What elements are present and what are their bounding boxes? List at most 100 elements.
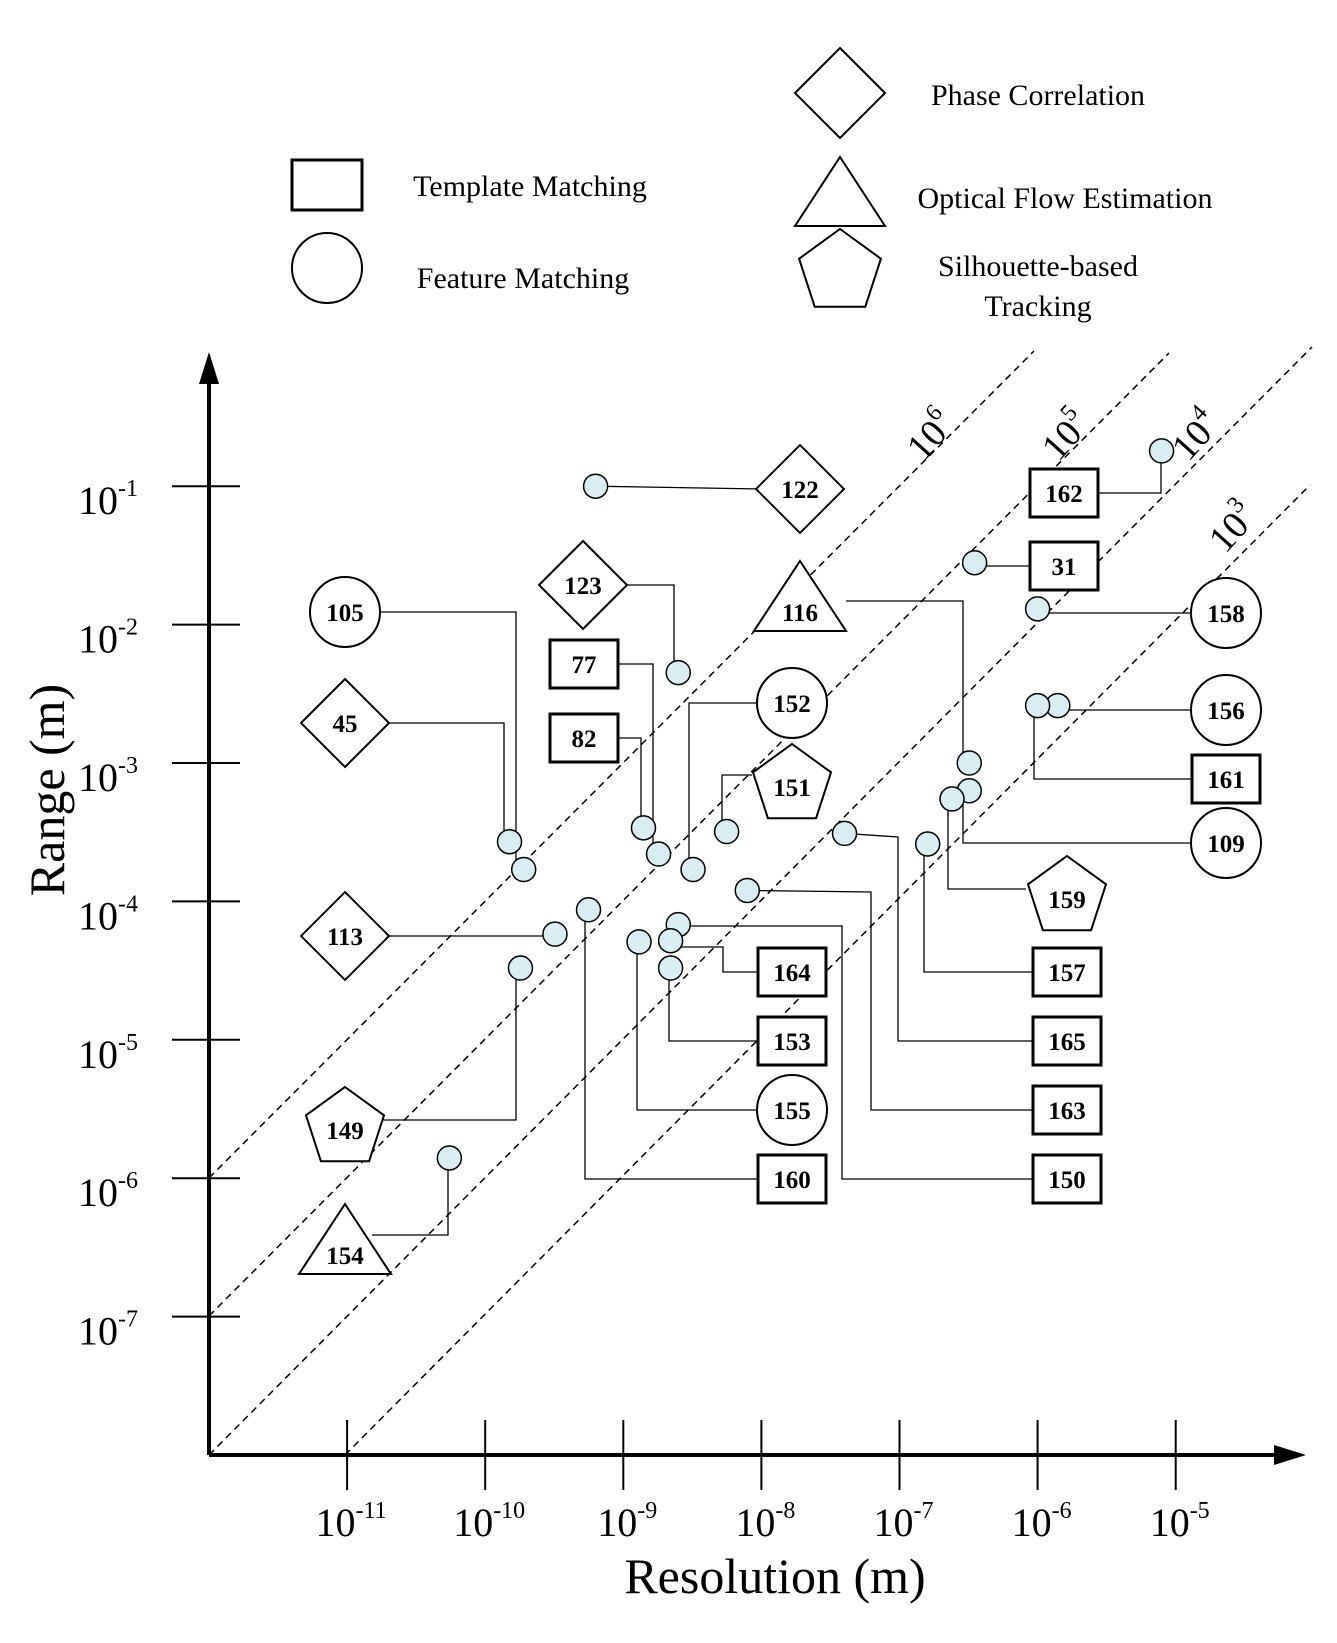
ref-square-31: 31 <box>1028 540 1100 592</box>
ref-square-160-shape <box>756 1153 828 1205</box>
x-tick-label: 10-8 <box>735 1498 795 1545</box>
data-point-31 <box>961 549 988 576</box>
data-point-45 <box>496 828 523 855</box>
ref-square-82: 82 <box>548 712 620 764</box>
ratio-line-4 <box>208 346 1313 1456</box>
ref-triangle-154-label: 154 <box>326 1243 364 1270</box>
ref-circle-152-shape <box>756 667 828 739</box>
legend-circle-icon <box>291 232 363 304</box>
ratio-label-3: 103 <box>1201 492 1258 561</box>
legend-label: Silhouette-based <box>938 250 1138 283</box>
legend-label: Template Matching <box>413 170 647 203</box>
ref-pentagon-159-shape <box>1026 854 1108 932</box>
data-point-160 <box>575 897 602 923</box>
data-point-151 <box>713 818 740 845</box>
data-point-163 <box>734 877 761 904</box>
ref-pentagon-151: 151 <box>751 742 833 820</box>
ref-circle-156: 156 <box>1190 674 1262 746</box>
ref-square-82-label: 82 <box>572 726 597 753</box>
ratio-label-text-5: 105 <box>1030 400 1098 469</box>
ref-square-160: 160 <box>756 1153 828 1205</box>
leader-line-122 <box>595 485 763 490</box>
x-tick-label: 10-9 <box>597 1498 657 1545</box>
y-tick-label: 10-4 <box>78 891 138 938</box>
y-tick-label: 10-1 <box>78 476 138 523</box>
x-tick-label: 10-6 <box>1012 1498 1072 1545</box>
data-point-149 <box>507 955 534 981</box>
y-tick-label: 10-3 <box>78 753 138 800</box>
data-point-158 <box>1024 596 1051 622</box>
y-axis-title: Range (m) <box>19 684 75 896</box>
ref-square-162-label: 162 <box>1045 481 1083 508</box>
ref-square-165-label: 165 <box>1048 1029 1086 1056</box>
ref-circle-105: 105 <box>309 576 381 648</box>
x-axis-arrow <box>1274 1445 1306 1465</box>
ref-square-160-label: 160 <box>773 1167 811 1194</box>
y-tick-label: 10-6 <box>78 1168 138 1215</box>
ref-circle-152-label: 152 <box>773 691 811 718</box>
legend-diamond-icon <box>793 46 887 140</box>
data-point-153 <box>657 955 684 981</box>
leader-line-158 <box>1035 608 1191 614</box>
data-point-159 <box>939 786 965 812</box>
ratio-line-5 <box>208 352 1170 1317</box>
data-point-154 <box>436 1145 463 1171</box>
data-point-155 <box>626 929 652 955</box>
data-point-122 <box>582 473 609 499</box>
ref-square-150-label: 150 <box>1048 1167 1086 1194</box>
ref-circle-158-shape <box>1190 577 1262 649</box>
ref-pentagon-149-label: 149 <box>326 1118 364 1145</box>
ref-pentagon-159: 159 <box>1026 854 1108 932</box>
leader-line-155 <box>636 941 757 1111</box>
leader-line-165 <box>844 832 1033 1042</box>
x-axis-title: Resolution (m) <box>624 1548 925 1604</box>
ref-diamond-45: 45 <box>299 677 391 769</box>
ratio-label-5: 105 <box>1030 400 1098 469</box>
data-point-123 <box>665 659 692 686</box>
y-tick-label: 10-7 <box>78 1307 138 1354</box>
ref-diamond-123-shape <box>537 539 629 631</box>
data-point-113 <box>542 921 568 947</box>
ref-diamond-45-shape <box>299 677 391 769</box>
ref-square-150: 150 <box>1031 1153 1103 1205</box>
ref-circle-155: 155 <box>756 1074 828 1146</box>
ref-square-163: 163 <box>1031 1084 1103 1136</box>
data-point-152 <box>680 856 706 883</box>
ref-square-163-shape <box>1031 1084 1103 1136</box>
leader-line-45 <box>389 722 510 848</box>
data-point-161 <box>1024 692 1051 719</box>
ref-triangle-116: 116 <box>752 559 848 632</box>
legend-label: Optical Flow Estimation <box>918 182 1213 215</box>
ref-circle-156-shape <box>1190 674 1262 746</box>
ref-pentagon-149: 149 <box>304 1085 386 1163</box>
leader-line-159 <box>947 798 1026 890</box>
ref-circle-105-label: 105 <box>326 600 364 627</box>
ratio-label-text-6: 106 <box>895 400 963 469</box>
ref-square-153-label: 153 <box>773 1029 811 1056</box>
ref-circle-109-shape <box>1190 807 1262 879</box>
leader-line-152 <box>688 702 757 877</box>
ref-square-162: 162 <box>1028 467 1100 519</box>
ref-square-165-shape <box>1031 1015 1103 1067</box>
legend-item-pentagon: Silhouette-based Tracking <box>797 227 1138 323</box>
ref-square-162-shape <box>1028 467 1100 519</box>
ref-diamond-123-label: 123 <box>564 573 602 600</box>
leader-line-149 <box>380 967 521 1121</box>
data-point-157 <box>914 831 941 857</box>
ref-square-157: 157 <box>1031 946 1103 998</box>
ref-diamond-113: 113 <box>299 890 391 982</box>
legend-item-diamond: Phase Correlation <box>793 46 1145 140</box>
ref-circle-152: 152 <box>756 667 828 739</box>
legend-label: Phase Correlation <box>931 79 1145 112</box>
ref-circle-105-shape <box>309 576 381 648</box>
legend-pentagon-icon <box>797 227 883 308</box>
ref-square-157-shape <box>1031 946 1103 998</box>
data-point-105 <box>510 856 537 883</box>
x-tick-label: 10-5 <box>1150 1498 1210 1545</box>
ref-circle-109: 109 <box>1190 807 1262 879</box>
ref-circle-156-label: 156 <box>1207 698 1245 725</box>
ref-square-164-label: 164 <box>773 960 811 987</box>
ref-square-163-label: 163 <box>1048 1098 1086 1125</box>
